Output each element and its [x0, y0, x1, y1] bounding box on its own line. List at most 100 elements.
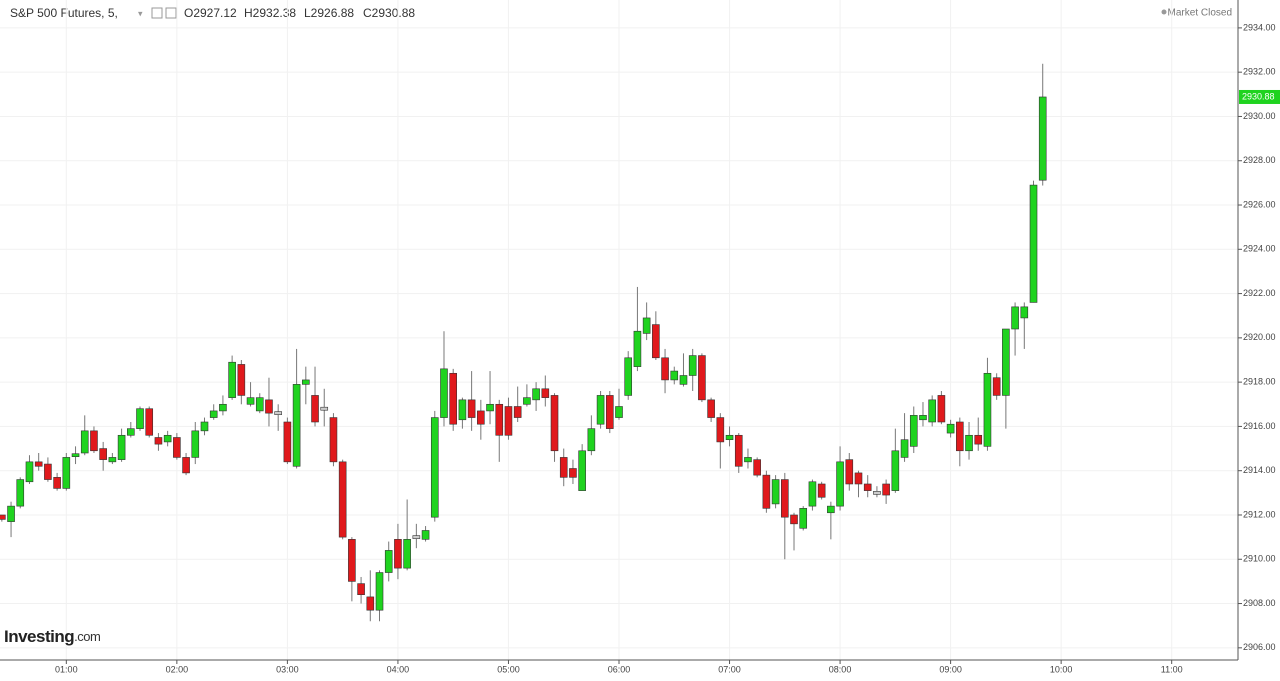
- candle-body: [799, 508, 808, 529]
- candle-body: [200, 421, 209, 432]
- candle-body: [946, 423, 955, 434]
- y-tick-label: 2924.00: [1243, 244, 1276, 254]
- candle-body: [642, 317, 651, 334]
- candle-body: [338, 461, 347, 538]
- candle-body: [127, 428, 135, 436]
- x-tick-label: 03:00: [276, 664, 299, 674]
- candle-body: [513, 406, 522, 418]
- candle-body: [937, 395, 946, 423]
- candle-body: [992, 377, 1001, 396]
- candle-body: [394, 539, 402, 569]
- candle-body: [265, 399, 273, 414]
- readout-open: O2927.12: [184, 6, 237, 20]
- candle-body: [182, 457, 190, 474]
- candle-body: [16, 479, 25, 507]
- candle-body: [477, 410, 485, 425]
- candle-body: [1038, 96, 1047, 181]
- candle-body: [909, 415, 918, 447]
- candle-body: [873, 491, 881, 495]
- candle-body: [845, 459, 854, 485]
- candle-body: [117, 434, 126, 460]
- candle-body: [891, 450, 900, 491]
- candle-body: [357, 583, 365, 595]
- candle-body: [329, 417, 338, 463]
- candle-body: [375, 572, 384, 611]
- y-tick-label: 2910.00: [1243, 554, 1276, 564]
- candle-body: [698, 355, 706, 401]
- candle-body: [0, 514, 6, 520]
- candle-body: [458, 399, 467, 421]
- candle-body: [219, 403, 227, 412]
- candle-body: [99, 448, 107, 460]
- candle-body: [274, 411, 282, 415]
- candle-body: [854, 472, 863, 485]
- symbol: S&P 500 Futures, 5,: [10, 6, 118, 20]
- y-tick-label: 2912.00: [1243, 509, 1276, 519]
- candle-body: [145, 408, 154, 436]
- candle-body: [1029, 184, 1038, 303]
- x-tick-label: 04:00: [387, 664, 410, 674]
- candle-body: [808, 481, 817, 507]
- x-tick-label: 08:00: [829, 664, 852, 674]
- candle-body: [467, 399, 476, 418]
- y-tick-label: 2928.00: [1243, 155, 1276, 165]
- y-tick-label: 2930.00: [1243, 111, 1276, 121]
- candle-body: [827, 505, 835, 514]
- candle-body: [762, 474, 771, 509]
- x-tick-label: 11:00: [1161, 664, 1183, 674]
- candle-body: [1020, 306, 1029, 319]
- candle-body: [633, 330, 642, 367]
- x-tick-label: 02:00: [166, 664, 189, 674]
- candle-body: [440, 368, 448, 418]
- candle-body: [348, 539, 356, 582]
- candle-body: [53, 477, 61, 489]
- candle-body: [965, 434, 973, 452]
- candle-body: [661, 357, 669, 381]
- candle-body: [154, 437, 163, 445]
- readout-close: C2930.88: [363, 6, 415, 20]
- candle-body: [228, 361, 236, 398]
- x-tick-label: 05:00: [497, 664, 520, 674]
- x-tick-label: 07:00: [718, 664, 741, 674]
- candle-body: [302, 379, 310, 385]
- candle-body: [523, 397, 531, 405]
- candle-body: [670, 370, 679, 381]
- y-tick-label: 2908.00: [1243, 598, 1276, 608]
- candle-body: [771, 479, 780, 505]
- candle-body: [559, 457, 568, 478]
- y-tick-label: 2914.00: [1243, 465, 1276, 475]
- candle-body: [919, 415, 927, 421]
- candle-body: [928, 399, 936, 423]
- readout-high: H2932.38: [244, 6, 296, 20]
- candle-body: [790, 514, 798, 525]
- readout-low: L2926.88: [304, 6, 354, 20]
- candle-body: [882, 483, 890, 496]
- y-tick-label: 2922.00: [1243, 288, 1276, 298]
- candle-body: [320, 406, 329, 411]
- dropdown[interactable]: ▾: [138, 8, 143, 18]
- icon[interactable]: [151, 7, 163, 19]
- candle-body: [25, 461, 34, 483]
- candle-body: [707, 399, 715, 418]
- brand: Investing.com: [4, 627, 100, 646]
- y-tick-label: 2926.00: [1243, 199, 1276, 209]
- y-tick-label: 2932.00: [1243, 67, 1276, 77]
- candle-body: [486, 403, 494, 412]
- y-tick-label: 2920.00: [1243, 332, 1276, 342]
- candle-body: [163, 434, 172, 443]
- candle-body: [191, 430, 200, 458]
- y-tick-label: 2906.00: [1243, 642, 1276, 652]
- candle-body: [587, 428, 596, 452]
- candle-body: [753, 459, 761, 476]
- candle-body: [679, 375, 688, 385]
- candle-body: [237, 364, 246, 396]
- candle-body: [688, 355, 697, 376]
- candle-body: [209, 410, 218, 418]
- candle-body: [495, 403, 504, 436]
- icon[interactable]: [165, 7, 177, 19]
- candle-body: [34, 461, 43, 467]
- candle-body: [596, 395, 605, 425]
- candle-body: [817, 483, 826, 498]
